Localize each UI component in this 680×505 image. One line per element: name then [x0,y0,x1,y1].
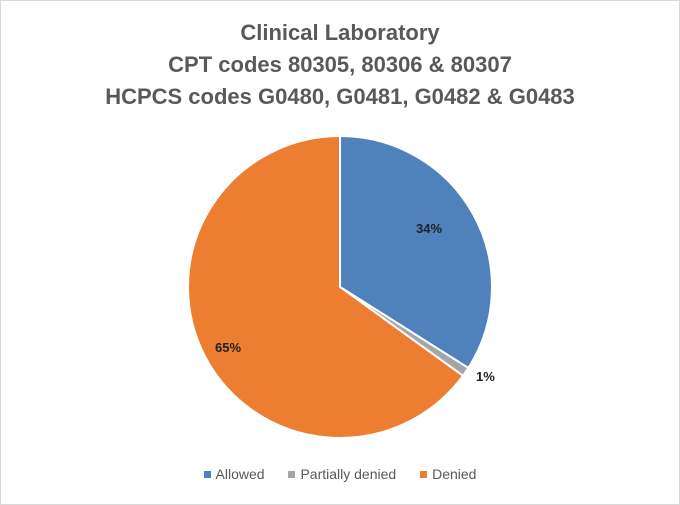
legend-item-denied: Denied [420,466,476,482]
legend-swatch-partially-denied [288,470,296,478]
legend-label-allowed: Allowed [215,466,265,482]
legend-label-denied: Denied [432,466,477,482]
chart-title-line-2: CPT codes 80305, 80306 & 80307 [168,52,512,77]
legend-item-allowed: Allowed [203,466,265,482]
legend: Allowed Partially denied Denied [0,466,680,482]
chart-title-line-3: HCPCS codes G0480, G0481, G0482 & G0483 [105,84,575,109]
legend-label-partially-denied: Partially denied [300,466,397,482]
pie-slice-denied [187,134,465,439]
data-label-partially-denied: 1% [476,369,495,384]
legend-swatch-denied [420,470,428,478]
chart-title-line-1: Clinical Laboratory [240,20,440,45]
legend-item-partially-denied: Partially denied [288,466,396,482]
legend-swatch-allowed [203,470,211,478]
data-label-allowed: 34% [416,221,443,236]
data-label-denied: 65% [215,340,242,355]
